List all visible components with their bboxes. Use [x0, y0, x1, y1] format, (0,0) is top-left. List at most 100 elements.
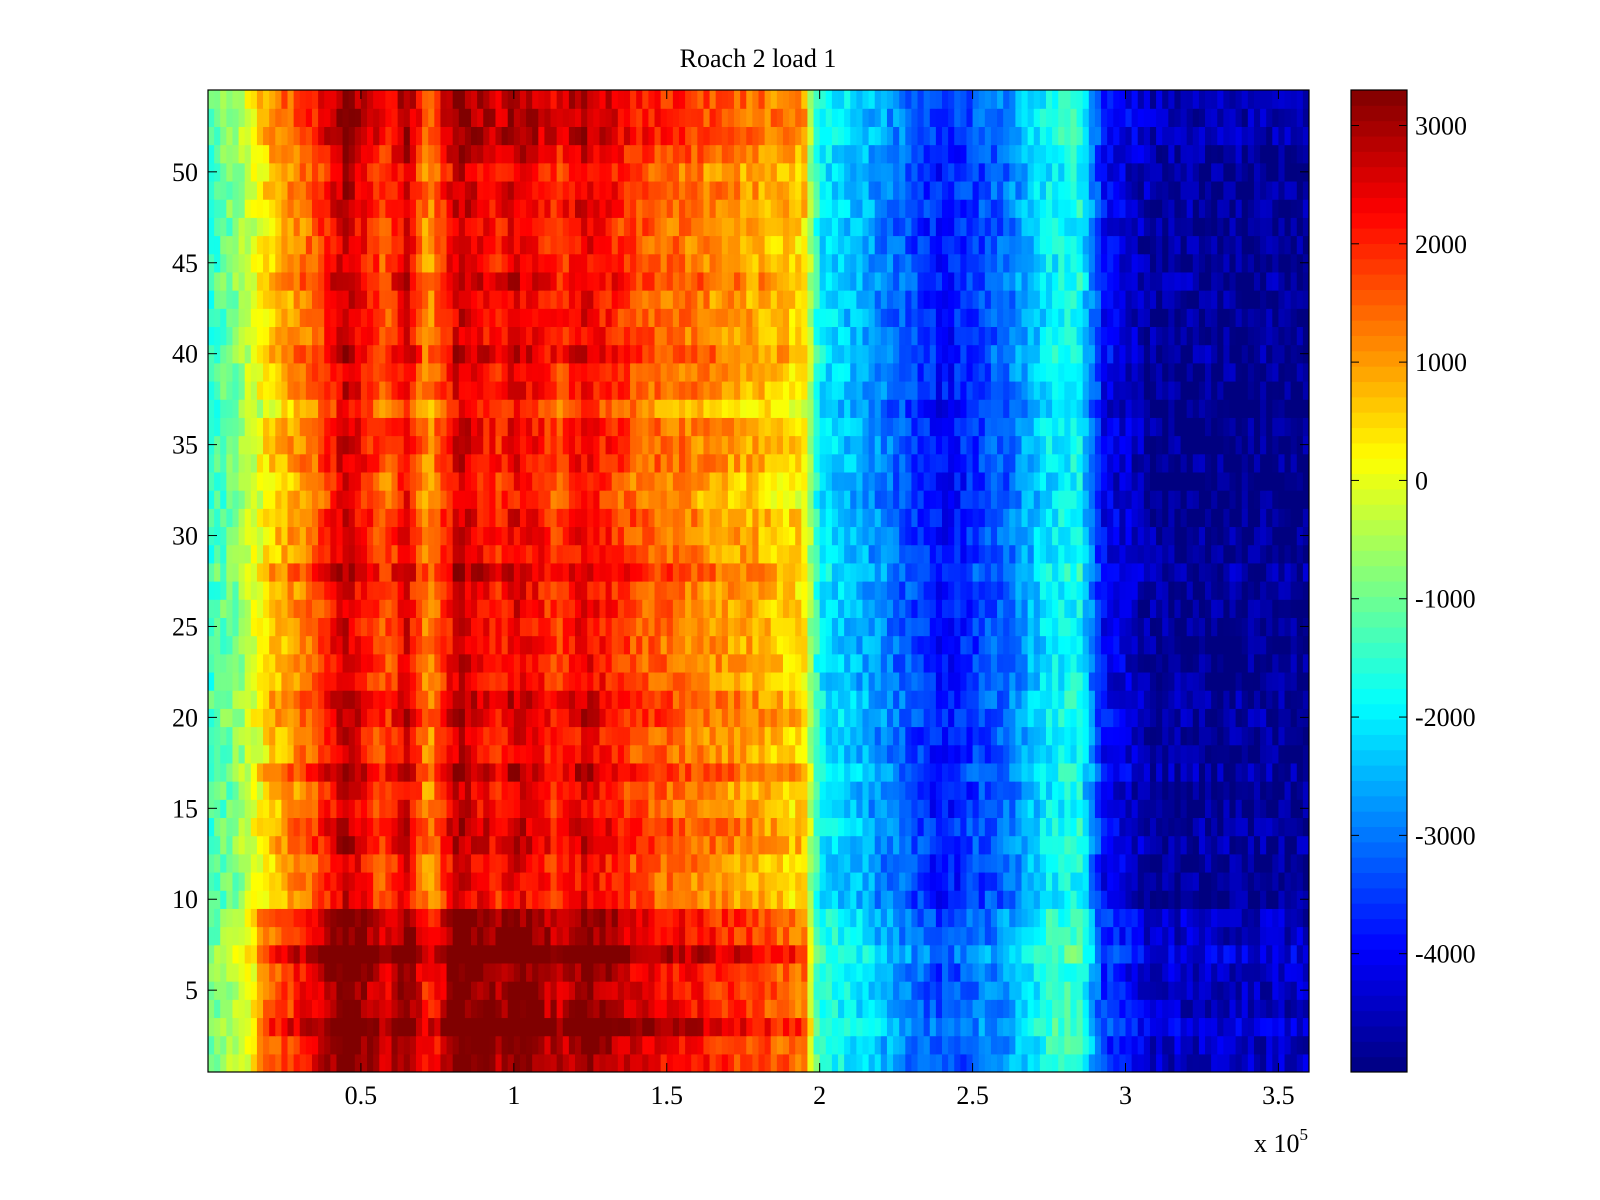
heatmap-cell [666, 708, 674, 728]
heatmap-cell [1253, 962, 1261, 982]
heatmap-cell [630, 799, 637, 819]
heatmap-cell [874, 635, 882, 655]
heatmap-cell [575, 781, 582, 800]
heatmap-cell [556, 635, 564, 655]
heatmap-cell [397, 671, 405, 691]
heatmap-cell [293, 799, 301, 819]
heatmap-cell [1260, 890, 1267, 909]
heatmap-cell [978, 1053, 986, 1072]
heatmap-cell [330, 835, 338, 855]
heatmap-cell [1064, 581, 1072, 600]
heatmap-cell [1015, 762, 1023, 782]
heatmap-cell [1107, 1035, 1114, 1055]
heatmap-cell [1180, 926, 1188, 946]
heatmap-cell [311, 726, 319, 746]
heatmap-cell [740, 853, 747, 873]
heatmap-cell [507, 1053, 515, 1072]
heatmap-cell [293, 1035, 301, 1055]
heatmap-cell [954, 1053, 961, 1072]
heatmap-cell [886, 853, 894, 873]
heatmap-cell [1107, 1017, 1114, 1037]
heatmap-cell [1302, 635, 1309, 655]
heatmap-cell [299, 726, 307, 746]
heatmap-cell [244, 799, 252, 819]
heatmap-cell [1082, 799, 1090, 819]
heatmap-cell [825, 981, 833, 1000]
heatmap-cell [342, 671, 350, 691]
heatmap-cell [244, 890, 252, 909]
heatmap-cell [691, 671, 698, 691]
heatmap-cell [960, 962, 968, 982]
heatmap-cell [434, 835, 442, 855]
heatmap-cell [886, 690, 894, 709]
heatmap-cell [263, 1035, 270, 1055]
heatmap-cell [666, 671, 674, 691]
heatmap-cell [208, 599, 215, 618]
heatmap-cell [305, 781, 313, 800]
heatmap-cell [415, 962, 423, 982]
heatmap-cell [1192, 1017, 1200, 1037]
heatmap-cell [287, 671, 295, 691]
heatmap-cell [409, 835, 417, 855]
heatmap-cell [587, 1053, 594, 1072]
heatmap-cell [960, 926, 968, 946]
heatmap-cell [758, 962, 766, 982]
heatmap-cell [232, 1035, 240, 1055]
heatmap-cell [972, 726, 980, 746]
heatmap-cell [1278, 981, 1286, 1000]
heatmap-cell [385, 817, 393, 837]
heatmap-cell [997, 981, 1004, 1000]
heatmap-cell [373, 1017, 380, 1037]
heatmap-cell [458, 690, 466, 709]
heatmap-cell [1058, 871, 1065, 891]
heatmap-cell [311, 962, 319, 982]
heatmap-cell [397, 835, 405, 855]
heatmap-cell [746, 781, 753, 800]
heatmap-cell [581, 981, 588, 1000]
heatmap-cell [330, 653, 338, 673]
heatmap-cell [795, 562, 802, 582]
heatmap-cell [770, 853, 778, 873]
heatmap-cell [691, 762, 698, 782]
heatmap-cell [831, 617, 839, 637]
heatmap-cell [893, 781, 900, 800]
heatmap-cell [758, 799, 766, 819]
heatmap-cell [281, 962, 289, 982]
heatmap-cell [1266, 1053, 1273, 1072]
heatmap-cell [599, 708, 607, 728]
heatmap-cell [519, 562, 527, 582]
heatmap-cell [513, 944, 521, 964]
heatmap-cell [935, 1017, 943, 1037]
heatmap-cell [740, 835, 747, 855]
heatmap-cell [489, 599, 497, 618]
heatmap-cell [464, 671, 472, 691]
heatmap-cell [1205, 635, 1212, 655]
heatmap-cell [263, 653, 270, 673]
heatmap-cell [593, 562, 601, 582]
heatmap-cell [1296, 853, 1304, 873]
heatmap-cell [1113, 671, 1120, 691]
heatmap-cell [599, 762, 607, 782]
heatmap-cell [305, 799, 313, 819]
heatmap-cell [532, 890, 539, 909]
heatmap-cell [1015, 890, 1023, 909]
heatmap-cell [415, 671, 423, 691]
heatmap-cell [960, 781, 968, 800]
heatmap-cell [935, 890, 943, 909]
heatmap-cell [1247, 726, 1255, 746]
heatmap-cell [1235, 635, 1243, 655]
heatmap-cell [990, 1035, 998, 1055]
heatmap-cell [1021, 835, 1029, 855]
heatmap-cell [575, 671, 582, 691]
heatmap-cell [1070, 853, 1078, 873]
heatmap-cell [397, 944, 405, 964]
heatmap-cell [1052, 581, 1059, 600]
heatmap-cell [1296, 1053, 1304, 1072]
heatmap-cell [1088, 871, 1096, 891]
heatmap-cell [1211, 944, 1218, 964]
heatmap-cell [1045, 981, 1053, 1000]
heatmap-cell [1125, 853, 1133, 873]
heatmap-cell [1003, 762, 1010, 782]
heatmap-cell [593, 653, 601, 673]
heatmap-cell [942, 1053, 949, 1072]
